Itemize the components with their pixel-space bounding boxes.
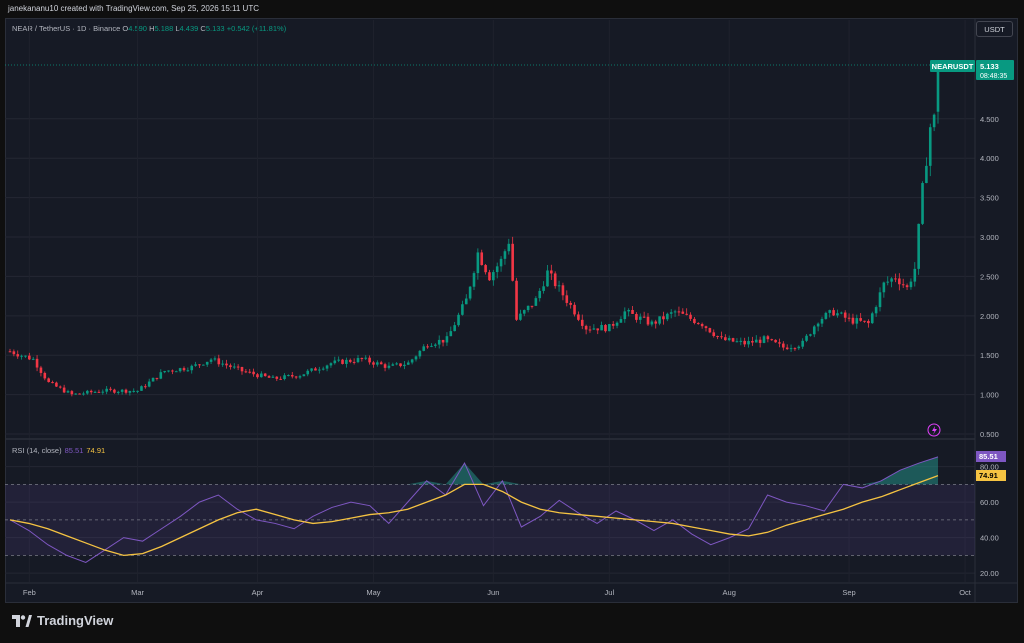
low-label: L [175,24,180,33]
currency-unit-button[interactable]: USDT [976,21,1013,37]
change-value: +0.542 (+11.81%) [226,24,287,33]
symbol-legend[interactable]: NEAR / TetherUS · 1D · Binance O4.590 H5… [12,24,286,33]
rsi-legend-value: 85.51 [64,446,84,455]
open-value: 4.590 [128,24,147,33]
close-label: C [200,24,206,33]
symbol-title: NEAR / TetherUS · 1D · Binance [12,24,121,33]
open-label: O [122,24,129,33]
high-value: 5.188 [154,24,174,33]
high-label: H [149,24,155,33]
footer-bar [0,603,1024,643]
attribution-bar: janekananu10 created with TradingView.co… [0,0,1024,18]
rsi-legend-label: RSI (14, close) [12,446,62,455]
rsi-ma-legend-value: 74.91 [86,446,106,455]
low-value: 4.439 [179,24,199,33]
tradingview-logo-icon [12,614,32,627]
chart-frame[interactable] [5,18,1018,603]
tradingview-logo-text: TradingView [37,613,114,628]
close-value: 5.133 [205,24,225,33]
tradingview-logo[interactable]: TradingView [12,613,113,628]
rsi-legend[interactable]: RSI (14, close) 85.51 74.91 [12,446,105,455]
attribution-text: janekananu10 created with TradingView.co… [8,4,259,13]
